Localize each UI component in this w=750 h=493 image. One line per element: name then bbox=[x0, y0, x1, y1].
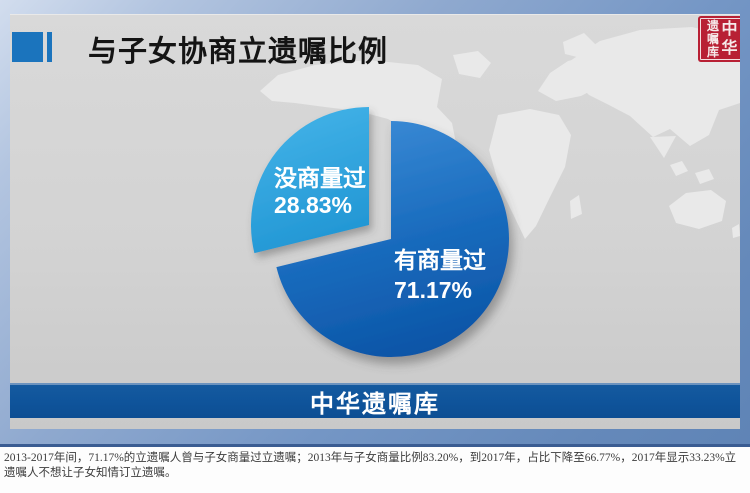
pie-label-discussed-pct: 71.17% bbox=[394, 277, 473, 303]
caption-strip: 2013-2017年间，71.17%的立遗嘱人曾与子女商量过立遗嘱；2013年与… bbox=[0, 447, 750, 493]
slide-content-card: 与子女协商立遗嘱比例 bbox=[10, 14, 740, 429]
seal-text-left: 遗嘱库 bbox=[706, 18, 719, 59]
pie-label-not-discussed-name: 没商量过 bbox=[274, 165, 366, 191]
title-accent-square bbox=[12, 32, 43, 62]
pie-label-not-discussed-pct: 28.83% bbox=[274, 192, 353, 218]
title-accent-bar bbox=[47, 32, 52, 62]
page-title: 与子女协商立遗嘱比例 bbox=[88, 36, 389, 68]
brand-seal-logo: 中华 遗嘱库 bbox=[698, 16, 740, 62]
slide-bottom-edge bbox=[0, 444, 750, 447]
caption-text: 2013-2017年间，71.17%的立遗嘱人曾与子女商量过立遗嘱；2013年与… bbox=[4, 452, 737, 479]
pie-slice-not-discussed bbox=[251, 107, 369, 254]
pie-slice-discussed bbox=[276, 121, 510, 357]
pie-label-not-discussed: 没商量过 28.83% bbox=[274, 165, 366, 219]
pie-chart bbox=[251, 107, 510, 357]
pie-label-discussed-name: 有商量过 bbox=[394, 247, 486, 273]
footer-banner: 中华遗嘱库 bbox=[10, 383, 740, 418]
seal-text-right: 中华 bbox=[721, 21, 738, 57]
pie-label-discussed: 有商量过 71.17% bbox=[394, 245, 486, 305]
footer-banner-text: 中华遗嘱库 bbox=[310, 391, 440, 418]
